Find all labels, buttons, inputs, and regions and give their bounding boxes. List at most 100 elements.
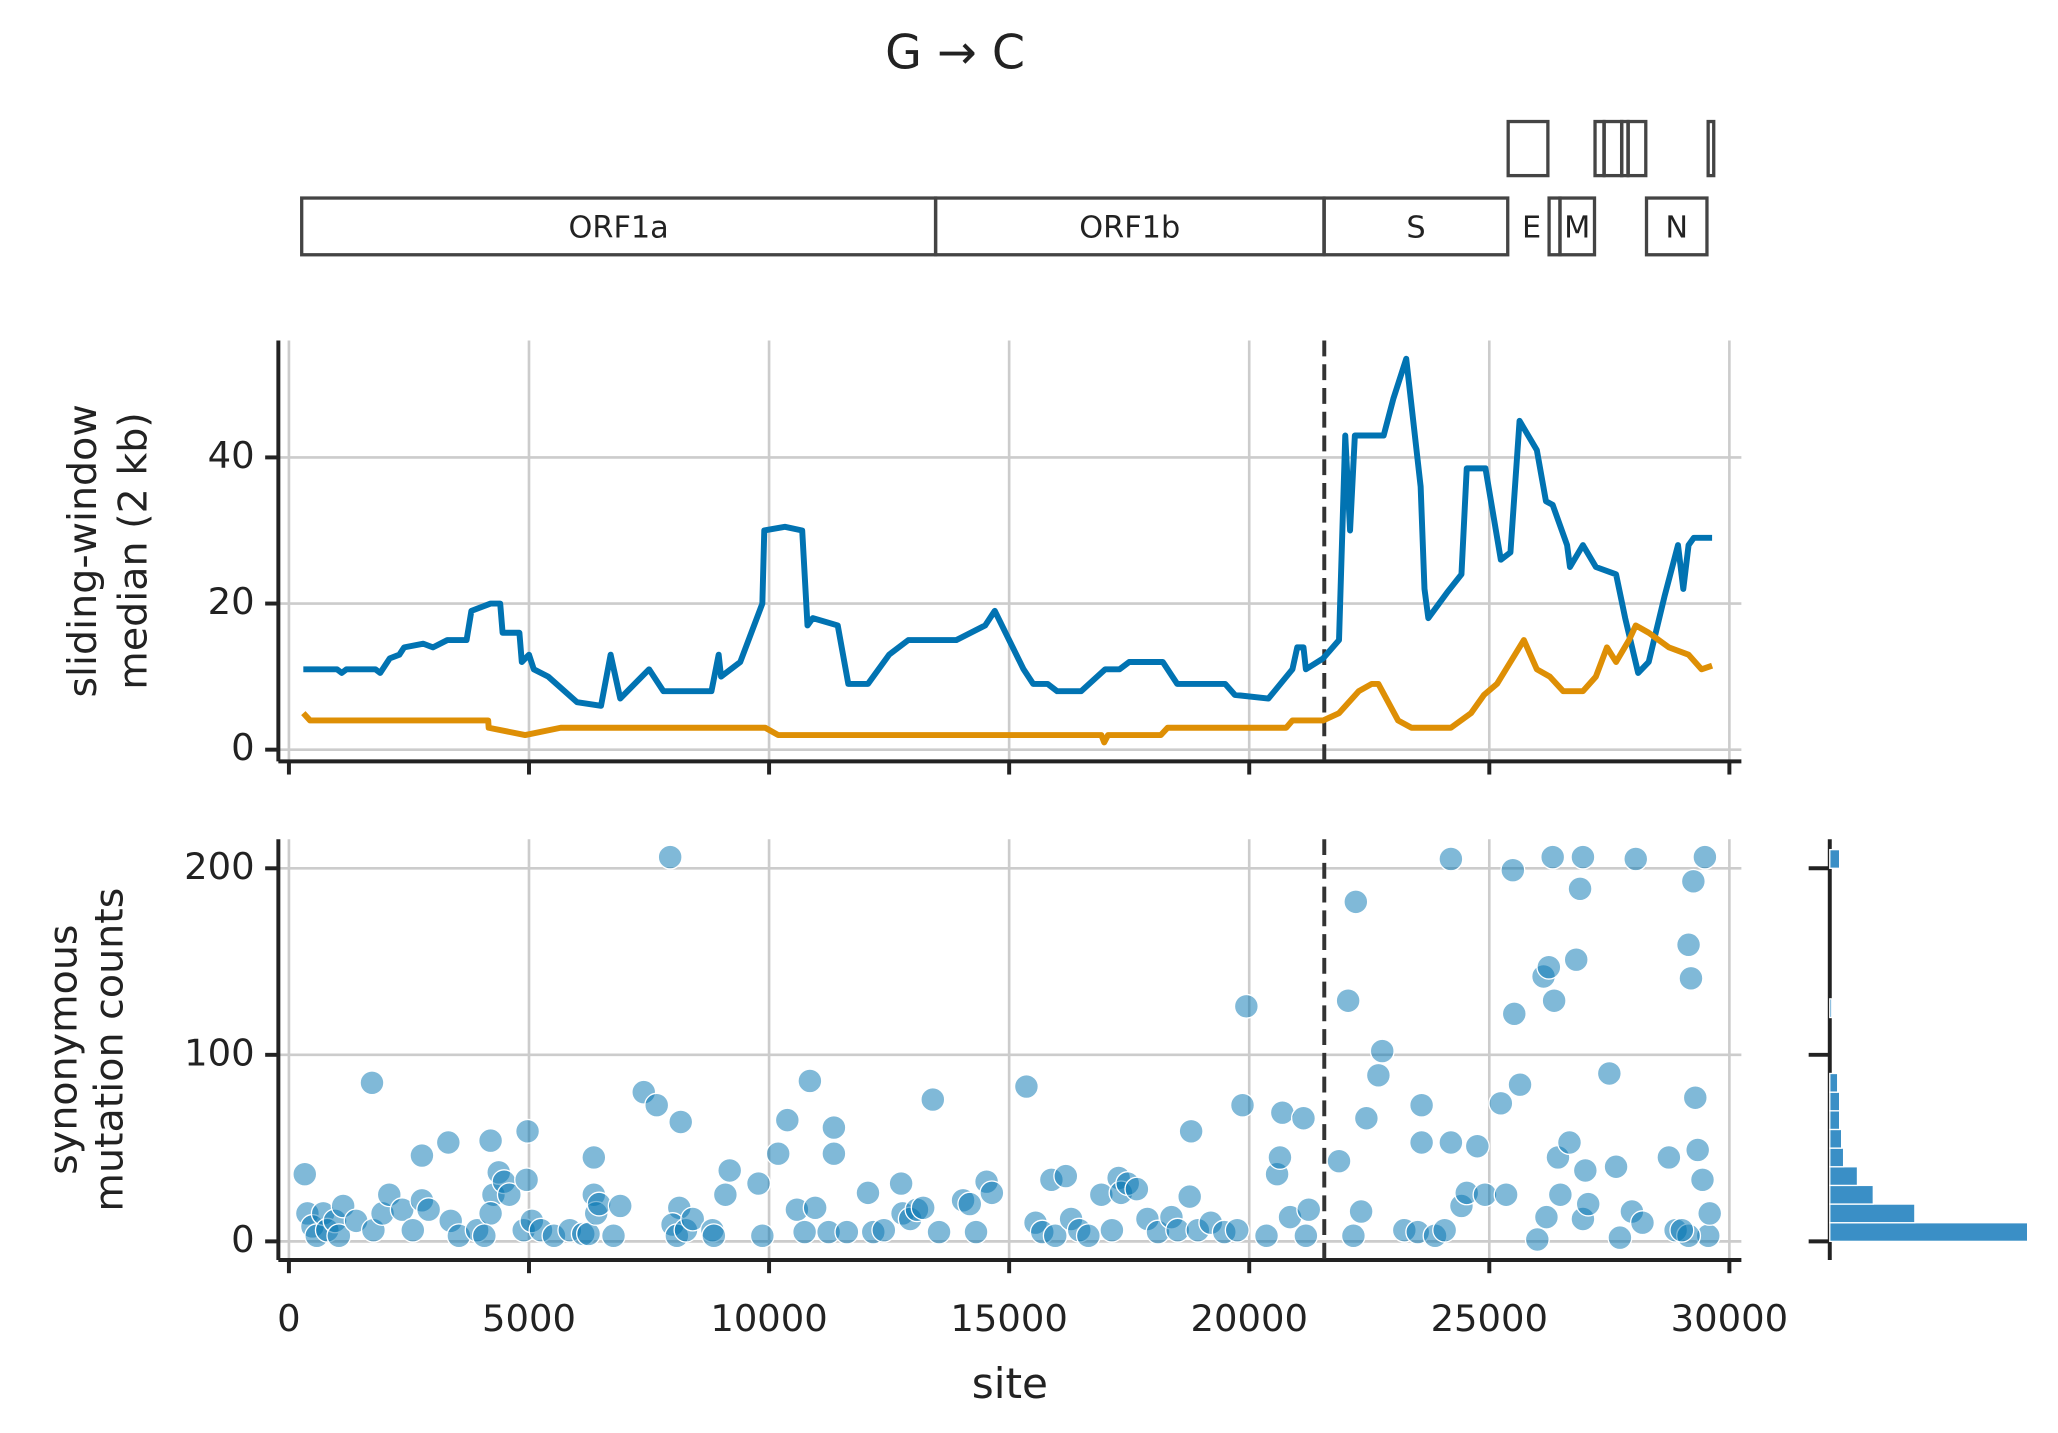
point — [1556, 1129, 1583, 1156]
y-axis-label: sliding-window — [60, 404, 106, 697]
point — [1493, 1182, 1519, 1208]
point — [478, 1200, 504, 1226]
point — [1438, 1129, 1464, 1156]
gene-label: ORF1a — [569, 211, 669, 246]
histogram-bar — [1829, 1184, 1874, 1205]
point — [409, 1143, 435, 1169]
point — [1603, 1154, 1629, 1180]
point — [496, 1182, 522, 1208]
point — [1547, 1182, 1573, 1208]
point — [515, 1118, 541, 1144]
gene-box — [1626, 119, 1648, 178]
point — [1409, 1129, 1435, 1156]
point — [1075, 1223, 1101, 1249]
point — [1177, 1184, 1203, 1210]
point — [855, 1180, 881, 1206]
point — [1409, 1092, 1435, 1118]
point — [963, 1219, 989, 1245]
point — [745, 1171, 772, 1197]
point — [802, 1195, 828, 1221]
point — [1678, 965, 1704, 991]
point — [1541, 988, 1567, 1014]
point — [1269, 1100, 1295, 1126]
point — [1365, 1062, 1391, 1088]
y-axis-label: synonymous — [40, 924, 86, 1174]
point — [1685, 1137, 1711, 1163]
point — [359, 1070, 385, 1096]
point — [957, 1191, 983, 1217]
point — [1500, 857, 1526, 883]
histogram-bar — [1829, 1110, 1841, 1131]
point — [326, 1223, 352, 1249]
histogram-bar — [1829, 1128, 1843, 1149]
x-tick-label: 5000 — [482, 1297, 576, 1340]
point — [1692, 844, 1718, 870]
histogram-bar — [1829, 1203, 1916, 1224]
point — [774, 1107, 800, 1133]
point — [668, 1109, 694, 1135]
point — [979, 1180, 1005, 1206]
y-tick-label: 100 — [184, 1031, 254, 1074]
point — [1472, 1182, 1498, 1208]
gene-box — [1506, 119, 1550, 178]
point — [600, 1223, 627, 1249]
point — [1596, 1060, 1622, 1087]
point — [1343, 889, 1369, 915]
point — [1607, 1225, 1633, 1251]
y-tick-label: 0 — [231, 1218, 255, 1261]
line — [303, 355, 1713, 709]
gene-box — [1602, 119, 1624, 178]
gene-label: E — [1522, 211, 1541, 246]
point — [1296, 1197, 1322, 1223]
gene-box — [1322, 196, 1510, 257]
point — [1488, 1090, 1514, 1116]
point — [1290, 1105, 1317, 1131]
point — [797, 1068, 823, 1094]
gene-box — [1593, 119, 1606, 178]
point — [1224, 1217, 1250, 1243]
point — [1524, 1226, 1550, 1253]
point — [1335, 988, 1361, 1014]
point — [1570, 844, 1596, 870]
x-tick-label: 0 — [277, 1297, 301, 1340]
point — [644, 1092, 670, 1118]
point — [871, 1217, 897, 1243]
point — [1326, 1148, 1352, 1174]
point — [1353, 1105, 1379, 1131]
y-tick-label: 40 — [208, 434, 255, 477]
point — [1669, 1217, 1695, 1243]
point — [765, 1141, 791, 1167]
histogram-bar — [1829, 1222, 2029, 1243]
point — [821, 1141, 847, 1167]
point — [1680, 868, 1706, 894]
point — [1013, 1074, 1039, 1100]
point — [1536, 954, 1562, 980]
point — [1464, 1133, 1490, 1159]
point — [1507, 1072, 1533, 1098]
point — [435, 1129, 461, 1156]
point — [821, 1115, 847, 1141]
point — [834, 1219, 860, 1245]
point — [514, 1167, 540, 1193]
point — [400, 1217, 426, 1243]
point — [1697, 1200, 1723, 1226]
x-axis-label: site — [972, 1359, 1048, 1408]
point — [1623, 846, 1649, 872]
y-tick-label: 0 — [231, 726, 255, 769]
histogram-bar — [1829, 848, 1841, 869]
point — [1348, 1198, 1374, 1225]
point — [1689, 1167, 1716, 1193]
point — [1575, 1191, 1601, 1217]
x-tick-label: 30000 — [1671, 1297, 1788, 1340]
point — [1438, 846, 1464, 872]
point — [581, 1144, 607, 1170]
point — [910, 1195, 936, 1221]
point — [1501, 1001, 1527, 1027]
point — [1656, 1144, 1682, 1170]
point — [701, 1223, 727, 1249]
gene-label: S — [1406, 211, 1425, 246]
x-tick-label: 25000 — [1431, 1297, 1548, 1340]
point — [717, 1157, 743, 1184]
